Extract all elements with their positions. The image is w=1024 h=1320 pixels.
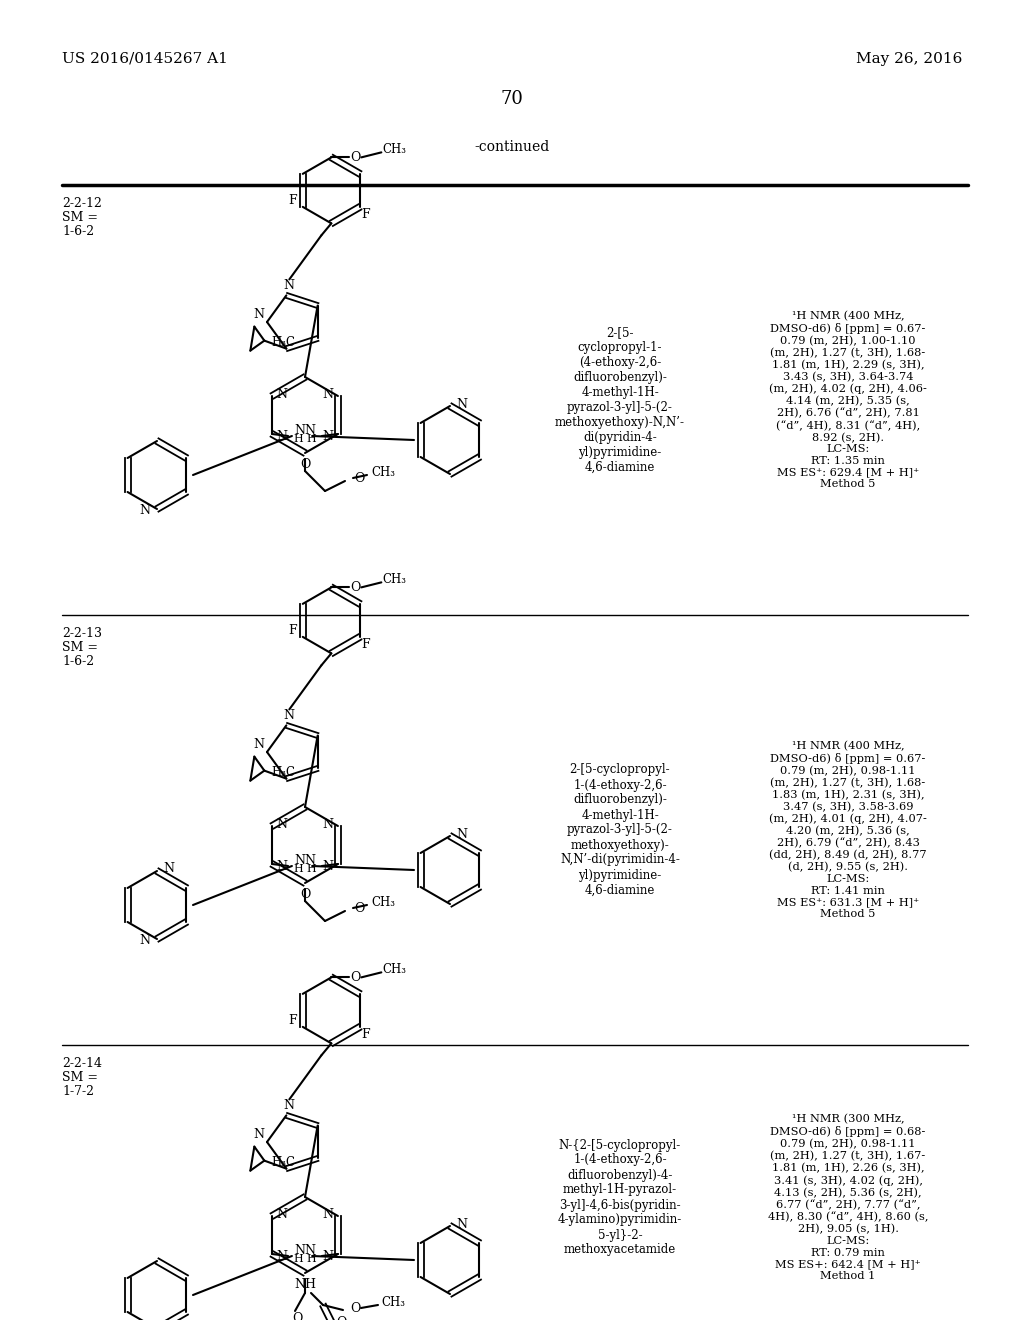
Text: May 26, 2016: May 26, 2016 [856,51,962,66]
Text: N: N [276,1250,288,1262]
Text: N: N [139,504,151,517]
Text: 2-[5-cyclopropyl-
1-(4-ethoxy-2,6-
difluorobenzyl)-
4-methyl-1H-
pyrazol-3-yl]-5: 2-[5-cyclopropyl- 1-(4-ethoxy-2,6- diflu… [560,763,680,896]
Text: H₃C: H₃C [271,766,296,779]
Text: US 2016/0145267 A1: US 2016/0145267 A1 [62,51,228,66]
Text: O: O [350,972,360,983]
Text: 70: 70 [501,90,523,108]
Text: -continued: -continued [474,140,550,154]
Text: O: O [350,1302,360,1315]
Text: N: N [323,429,334,442]
Text: N: N [276,1208,288,1221]
Text: ¹H NMR (300 MHz,
DMSO-d6) δ [ppm] = 0.68-
0.79 (m, 2H), 0.98-1.11
(m, 2H), 1.27 : ¹H NMR (300 MHz, DMSO-d6) δ [ppm] = 0.68… [768,1114,928,1280]
Text: N: N [276,388,288,400]
Text: 1-7-2: 1-7-2 [62,1085,94,1098]
Text: N: N [164,862,174,875]
Text: ¹H NMR (400 MHz,
DMSO-d6) δ [ppm] = 0.67-
0.79 (m, 2H), 0.98-1.11
(m, 2H), 1.27 : ¹H NMR (400 MHz, DMSO-d6) δ [ppm] = 0.67… [769,741,927,919]
Text: O: O [336,1316,346,1320]
Text: N: N [283,709,294,722]
Text: SM =: SM = [62,642,98,653]
Text: N: N [254,1127,264,1140]
Text: O: O [300,888,310,902]
Text: N: N [295,425,305,437]
Text: H: H [293,865,303,874]
Text: N: N [283,1098,294,1111]
Text: F: F [361,1028,371,1041]
Text: N: N [457,828,468,841]
Text: N: N [254,308,264,321]
Text: CH₃: CH₃ [382,573,407,586]
Text: 2-[5-
cyclopropyl-1-
(4-ethoxy-2,6-
difluorobenzyl)-
4-methyl-1H-
pyrazol-3-yl]-: 2-[5- cyclopropyl-1- (4-ethoxy-2,6- difl… [555,326,685,474]
Text: H₃C: H₃C [271,1156,296,1170]
Text: SM =: SM = [62,1071,98,1084]
Text: H₃C: H₃C [271,337,296,348]
Text: H: H [306,865,316,874]
Text: O: O [354,471,365,484]
Text: N: N [457,397,468,411]
Text: N: N [304,425,315,437]
Text: N: N [323,817,334,830]
Text: N: N [457,1217,468,1230]
Text: 1-6-2: 1-6-2 [62,655,94,668]
Text: N: N [323,388,334,400]
Text: N: N [304,854,315,867]
Text: H: H [306,434,316,444]
Text: CH₃: CH₃ [371,896,395,909]
Text: F: F [289,194,297,207]
Text: N: N [139,935,151,948]
Text: N: N [323,1208,334,1221]
Text: N-{2-[5-cyclopropyl-
1-(4-ethoxy-2,6-
difluorobenzyl)-4-
methyl-1H-pyrazol-
3-yl: N-{2-[5-cyclopropyl- 1-(4-ethoxy-2,6- di… [558,1138,682,1257]
Text: CH₃: CH₃ [382,962,407,975]
Text: N: N [276,859,288,873]
Text: H: H [306,1254,316,1265]
Text: H: H [293,1254,303,1265]
Text: N: N [295,1245,305,1258]
Text: 2-2-14: 2-2-14 [62,1057,102,1071]
Text: NH: NH [294,1279,316,1291]
Text: ¹H NMR (400 MHz,
DMSO-d6) δ [ppm] = 0.67-
0.79 (m, 2H), 1.00-1.10
(m, 2H), 1.27 : ¹H NMR (400 MHz, DMSO-d6) δ [ppm] = 0.67… [769,310,927,490]
Text: N: N [254,738,264,751]
Text: N: N [323,859,334,873]
Text: O: O [300,458,310,471]
Text: 2-2-12: 2-2-12 [62,197,101,210]
Text: F: F [289,1014,297,1027]
Text: F: F [361,639,371,651]
Text: N: N [304,1245,315,1258]
Text: CH₃: CH₃ [381,1296,406,1309]
Text: H: H [293,434,303,444]
Text: CH₃: CH₃ [371,466,395,479]
Text: O: O [354,902,365,915]
Text: O: O [350,581,360,594]
Text: CH₃: CH₃ [382,143,407,156]
Text: N: N [283,279,294,292]
Text: O: O [292,1312,302,1320]
Text: N: N [276,817,288,830]
Text: 1-6-2: 1-6-2 [62,224,94,238]
Text: 2-2-13: 2-2-13 [62,627,102,640]
Text: F: F [361,209,371,222]
Text: N: N [323,1250,334,1262]
Text: O: O [350,150,360,164]
Text: SM =: SM = [62,211,98,224]
Text: F: F [289,624,297,638]
Text: N: N [276,429,288,442]
Text: N: N [295,854,305,867]
